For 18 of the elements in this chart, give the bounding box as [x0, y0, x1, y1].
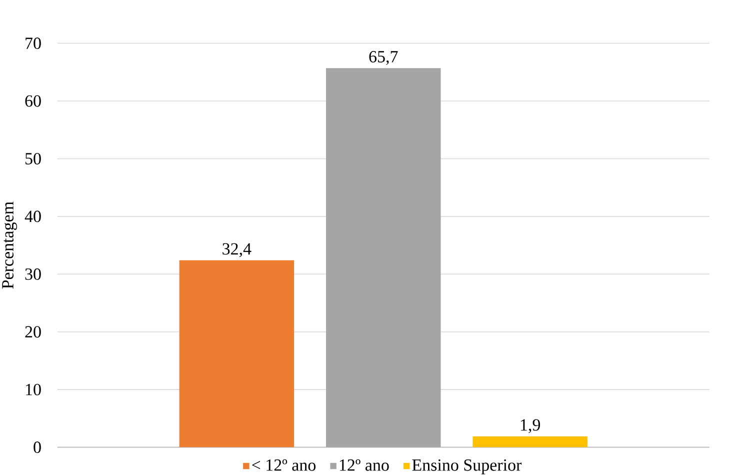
- y-tick-label: 60: [25, 95, 41, 107]
- y-axis-title: Percentagem: [2, 202, 17, 289]
- data-label: 65,7: [369, 51, 398, 65]
- bar: [472, 436, 588, 448]
- y-tick-label: 50: [26, 152, 41, 164]
- data-label: 1,9: [520, 419, 540, 434]
- bar: [179, 260, 294, 448]
- legend-label: Ensino Superior: [412, 459, 522, 474]
- y-tick-label: 40: [24, 210, 41, 222]
- y-tick-label: 20: [25, 326, 41, 338]
- y-tick-label: 70: [26, 38, 41, 50]
- bar: [326, 68, 441, 448]
- y-tick-label: 10: [26, 384, 41, 396]
- y-tick-label: 0: [34, 442, 41, 454]
- legend-label: 12º ano: [340, 459, 389, 471]
- y-tick-label: 30: [25, 268, 41, 280]
- data-label: 32,4: [222, 243, 252, 258]
- legend-label: < 12º ano: [252, 459, 316, 471]
